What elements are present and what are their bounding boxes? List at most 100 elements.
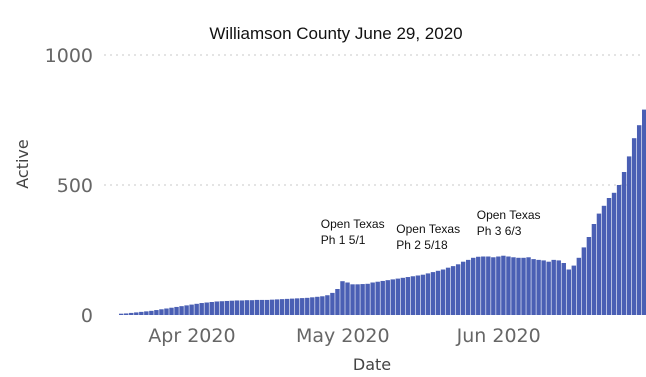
- bar: [531, 259, 536, 315]
- bar: [340, 281, 345, 315]
- bar: [129, 312, 134, 315]
- bar: [642, 109, 646, 315]
- annotation-text: Open Texas: [396, 222, 460, 236]
- bar: [556, 260, 561, 315]
- bar: [249, 300, 255, 315]
- bar: [501, 255, 506, 315]
- bar: [264, 299, 270, 315]
- bar: [521, 257, 526, 315]
- bar: [119, 313, 124, 315]
- bar: [154, 310, 159, 315]
- bar: [631, 138, 637, 315]
- bar: [415, 275, 421, 315]
- bar: [496, 256, 501, 315]
- bar: [516, 257, 521, 315]
- bar: [390, 279, 395, 315]
- bar: [621, 172, 627, 315]
- bar: [596, 213, 602, 315]
- y-axis-title: Active: [13, 139, 32, 189]
- bar: [224, 300, 230, 315]
- bar: [164, 308, 169, 315]
- bar: [471, 257, 476, 315]
- x-tick-label: May 2020: [296, 325, 390, 347]
- bar: [239, 300, 245, 315]
- bar: [209, 302, 214, 315]
- bar: [476, 256, 481, 315]
- bar: [626, 156, 632, 315]
- bar: [169, 307, 174, 315]
- bar: [310, 297, 315, 315]
- bar: [425, 273, 431, 315]
- bar: [189, 304, 194, 315]
- bar: [259, 299, 265, 315]
- y-axis-ticks: 0 500 1000: [45, 45, 93, 327]
- bar: [541, 260, 546, 315]
- annotation: Open Texas Ph 3 6/3: [477, 208, 541, 238]
- bar: [440, 269, 446, 315]
- bar: [405, 277, 411, 315]
- bar: [199, 303, 204, 315]
- bar: [506, 256, 511, 315]
- y-tick-label: 0: [81, 305, 93, 327]
- bar: [335, 289, 340, 315]
- bar: [174, 306, 179, 315]
- bar: [551, 259, 556, 315]
- bar: [289, 298, 295, 315]
- x-axis-title: Date: [353, 355, 391, 374]
- bar: [606, 198, 612, 315]
- bar: [375, 281, 380, 315]
- bar: [370, 282, 375, 315]
- bar: [455, 264, 461, 315]
- bar: [526, 257, 531, 315]
- annotation-text: Ph 2 5/18: [396, 238, 448, 252]
- bar: [566, 269, 571, 315]
- bar: [385, 280, 390, 315]
- bar: [546, 261, 551, 315]
- bar: [254, 299, 260, 315]
- y-tick-label: 1000: [45, 45, 93, 67]
- bar: [234, 300, 240, 315]
- bar: [536, 259, 541, 315]
- bar: [491, 257, 496, 315]
- bar: [325, 295, 330, 315]
- bar: [355, 284, 360, 315]
- annotation-text: Open Texas: [321, 217, 385, 231]
- annotation-text: Open Texas: [477, 208, 541, 222]
- bar: [445, 267, 451, 315]
- bar: [586, 237, 592, 315]
- bar: [581, 247, 587, 315]
- bar: [345, 282, 350, 315]
- bar: [561, 263, 566, 315]
- bar: [420, 274, 426, 315]
- bar: [134, 312, 139, 315]
- bar: [636, 125, 642, 315]
- bar: [194, 303, 199, 315]
- gridlines: [104, 54, 642, 186]
- bar: [400, 277, 406, 315]
- bar: [229, 300, 235, 315]
- bar: [601, 205, 607, 315]
- bar: [591, 224, 597, 315]
- bar: [330, 292, 335, 315]
- chart-title: Williamson County June 29, 2020: [209, 24, 462, 43]
- bar: [279, 299, 285, 315]
- bar: [305, 297, 310, 315]
- bar: [159, 309, 164, 315]
- bar: [410, 276, 416, 315]
- bar: [219, 301, 225, 315]
- bar: [465, 259, 471, 315]
- bars: [119, 109, 646, 315]
- bar: [149, 310, 154, 315]
- bar: [395, 278, 401, 315]
- bar: [430, 272, 436, 315]
- bar: [179, 306, 184, 315]
- annotation-text: Ph 3 6/3: [477, 224, 522, 238]
- bar: [274, 299, 280, 315]
- bar: [571, 265, 577, 315]
- bar: [460, 261, 466, 315]
- bar: [244, 300, 250, 315]
- bar: [184, 305, 189, 315]
- bar: [139, 311, 144, 315]
